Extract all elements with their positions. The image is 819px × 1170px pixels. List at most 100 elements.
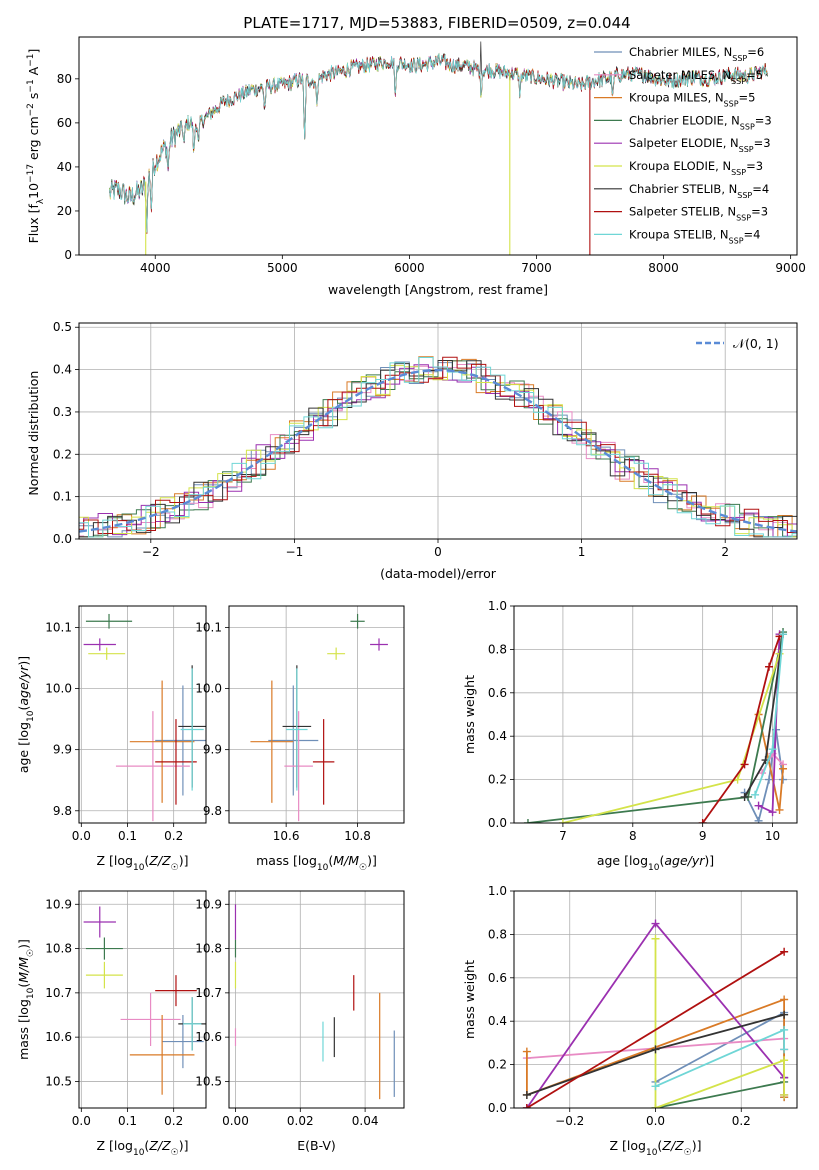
legend-label-part: =5 bbox=[739, 91, 756, 105]
legend-label-part: =4 bbox=[752, 182, 769, 196]
weight-marker bbox=[780, 1056, 789, 1065]
weight-marker bbox=[780, 947, 789, 956]
weight-marker bbox=[522, 1047, 531, 1056]
data-point-5 bbox=[88, 647, 126, 660]
y-tick-label: 0.5 bbox=[53, 320, 72, 334]
axes-frame bbox=[78, 36, 798, 256]
weight-marker bbox=[651, 1104, 660, 1108]
label-segment: 10 bbox=[646, 1148, 658, 1158]
x-tick-label: 0.0 bbox=[72, 829, 91, 843]
label-segment: )] bbox=[704, 853, 714, 868]
label-segment: ] bbox=[26, 49, 41, 54]
label-segment: ☉ bbox=[171, 863, 179, 873]
label-segment: 10 bbox=[26, 183, 41, 199]
normal-curve bbox=[78, 368, 798, 533]
data-point-0 bbox=[268, 685, 319, 796]
weight-marker bbox=[651, 1045, 660, 1054]
weight-series-8 bbox=[655, 1028, 785, 1088]
legend-label: Chabrier STELIB, NSSP=4 bbox=[629, 182, 769, 200]
y-axis-label: Normed distribution bbox=[26, 371, 41, 496]
label-segment: Z/Z bbox=[148, 1138, 171, 1153]
y-tick-label: 10.1 bbox=[195, 620, 222, 634]
label-segment: ( bbox=[16, 706, 31, 711]
label-segment: ( bbox=[144, 1138, 149, 1153]
y-tick-label: 10.6 bbox=[45, 1030, 72, 1044]
legend-label: Kroupa STELIB, NSSP=4 bbox=[629, 227, 760, 245]
weight-marker bbox=[765, 775, 774, 784]
weight-marker bbox=[751, 790, 760, 799]
weight-marker bbox=[651, 1082, 660, 1091]
label-segment: −2 bbox=[26, 103, 36, 116]
weight-marker bbox=[754, 801, 763, 810]
axes-frame bbox=[513, 890, 798, 1109]
x-tick-label: 0.0 bbox=[646, 1114, 665, 1128]
weight-marker bbox=[775, 805, 784, 814]
label-segment: 10 bbox=[26, 710, 36, 722]
residual-histogram-panel: −2 −1 0 1 2 0.0 0.1 0.2 0.3 0.4 0.5 (data-model)/er… bbox=[26, 320, 798, 581]
mass-vs-metallicity-panel: 0.0 0.1 0.210.510.610.710.810.9Z [log10(Z/… bbox=[16, 890, 207, 1158]
x-tick-label: 10 bbox=[765, 829, 780, 843]
label-segment: 10 bbox=[133, 863, 145, 873]
y-axis-label: mass weight bbox=[462, 960, 477, 1039]
y-tick-label: 0.2 bbox=[488, 773, 507, 787]
label-segment: ( bbox=[144, 853, 149, 868]
mass-weight-vs-metallicity-panel: −0.2 0.0 0.2 0.0 0.2 0.4 0.6 0.8 1.0 Z [log10(Z/Z… bbox=[462, 884, 798, 1158]
label-segment: )] bbox=[179, 853, 189, 868]
label-segment: Flux [f bbox=[26, 204, 41, 244]
weight-marker bbox=[754, 816, 763, 823]
legend-label-part: Kroupa ELODIE, N bbox=[629, 159, 731, 173]
y-tick-label: 0.0 bbox=[488, 816, 507, 830]
label-segment: ☉ bbox=[684, 1148, 692, 1158]
y-tick-label: 10.9 bbox=[195, 897, 222, 911]
weight-marker bbox=[740, 792, 749, 801]
label-segment: 10 bbox=[133, 1148, 145, 1158]
y-tick-label: 10.9 bbox=[45, 897, 72, 911]
weight-marker bbox=[780, 995, 789, 1004]
x-axis-label: Z [log10(Z/Z☉)] bbox=[610, 1138, 702, 1158]
legend-label-part: =4 bbox=[744, 227, 761, 241]
weight-marker bbox=[522, 1104, 531, 1108]
x-tick-label: 0 bbox=[434, 545, 442, 559]
x-tick-label: 0.0 bbox=[72, 1114, 91, 1128]
y-tick-label: 10.6 bbox=[195, 1030, 222, 1044]
label-segment: Z/Z bbox=[148, 853, 171, 868]
x-tick-label: 5000 bbox=[267, 261, 298, 275]
weight-marker bbox=[651, 919, 660, 928]
x-tick-label: 7000 bbox=[521, 261, 552, 275]
label-segment: ☉ bbox=[171, 1148, 179, 1158]
y-axis-label: age [log10(age/yr)] bbox=[16, 656, 36, 773]
x-tick-label: 8000 bbox=[648, 261, 679, 275]
legend-label-sub: SSP bbox=[729, 236, 744, 245]
label-segment: Z [log bbox=[610, 1138, 646, 1153]
label-segment: )] bbox=[16, 939, 31, 949]
figure-title: PLATE=1717, MJD=53883, FIBERID=0509, z=0… bbox=[243, 14, 630, 32]
label-segment: ( bbox=[16, 983, 31, 988]
x-axis-label: E(B-V) bbox=[297, 1138, 336, 1153]
weight-marker bbox=[765, 662, 774, 671]
label-segment: )] bbox=[179, 1138, 189, 1153]
y-tick-label: 20 bbox=[57, 204, 72, 218]
x-tick-label: 9 bbox=[699, 829, 707, 843]
legend-label: Salpeter STELIB, NSSP=3 bbox=[629, 205, 768, 223]
label-segment: ( bbox=[657, 1138, 662, 1153]
legend-label: Chabrier ELODIE, NSSP=3 bbox=[629, 113, 772, 130]
data-point-7 bbox=[155, 975, 197, 1007]
x-tick-label: 4000 bbox=[140, 261, 171, 275]
x-tick-label: 0.2 bbox=[732, 1114, 751, 1128]
y-tick-label: 9.9 bbox=[53, 743, 72, 757]
weight-marker bbox=[558, 819, 567, 823]
legend: 𝒩(0, 1) bbox=[696, 336, 779, 351]
data-point-7 bbox=[312, 719, 335, 805]
label-segment: s bbox=[26, 93, 41, 104]
legend-label-part: =3 bbox=[751, 205, 768, 219]
legend-label: Kroupa MILES, NSSP=5 bbox=[629, 91, 755, 109]
label-segment: ☉ bbox=[359, 863, 367, 873]
x-tick-label: 0.1 bbox=[118, 1114, 137, 1128]
data-point-7 bbox=[155, 719, 197, 805]
y-tick-label: 10.8 bbox=[45, 942, 72, 956]
weight-marker bbox=[740, 760, 749, 769]
x-tick-label: −0.2 bbox=[555, 1114, 584, 1128]
weight-series-7 bbox=[526, 951, 785, 1108]
data-point-5 bbox=[85, 961, 123, 989]
